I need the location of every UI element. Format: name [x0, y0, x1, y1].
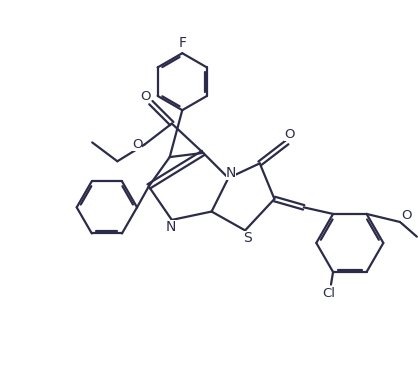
Text: Cl: Cl — [322, 287, 335, 300]
Text: S: S — [243, 231, 251, 245]
Text: O: O — [284, 129, 294, 141]
Text: O: O — [141, 90, 151, 103]
Text: O: O — [401, 209, 411, 222]
Text: N: N — [226, 166, 236, 180]
Text: F: F — [178, 36, 186, 50]
Text: O: O — [132, 138, 142, 151]
Text: N: N — [166, 221, 176, 234]
